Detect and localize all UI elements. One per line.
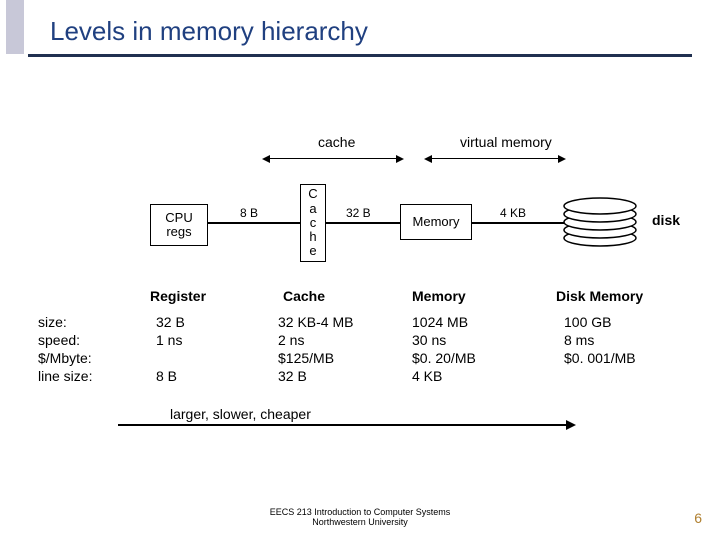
label-virtual-memory: virtual memory xyxy=(460,134,552,150)
footer: EECS 213 Introduction to Computer System… xyxy=(0,508,720,528)
page-title: Levels in memory hierarchy xyxy=(50,16,368,47)
cell-register-line: 8 B xyxy=(156,368,177,384)
cache-letter: h xyxy=(309,230,316,244)
disk-label: disk xyxy=(652,212,680,228)
col-cache: Cache xyxy=(283,288,325,304)
footer-l2: Northwestern University xyxy=(0,518,720,528)
arrow-vm-span xyxy=(430,158,560,159)
edge-cpu-cache xyxy=(208,222,300,224)
disk-icon xyxy=(560,196,640,248)
cell-memory-line: 4 KB xyxy=(412,368,442,384)
cell-cache-line: 32 B xyxy=(278,368,307,384)
edge-cache-mem-label: 32 B xyxy=(346,206,371,220)
edge-mem-disk-label: 4 KB xyxy=(500,206,526,220)
disk-stack xyxy=(560,196,640,248)
cell-memory-speed: 30 ns xyxy=(412,332,446,348)
cell-register-speed: 1 ns xyxy=(156,332,182,348)
edge-mem-disk xyxy=(472,222,564,224)
cache-letter: e xyxy=(309,244,316,258)
larger-slower-cheaper: larger, slower, cheaper xyxy=(170,406,311,422)
box-cpu-regs: CPU regs xyxy=(150,204,208,246)
cell-disk-size: 100 GB xyxy=(564,314,611,330)
col-register: Register xyxy=(150,288,206,304)
title-underline xyxy=(28,54,692,57)
page-number: 6 xyxy=(694,510,702,526)
edge-cpu-cache-label: 8 B xyxy=(240,206,258,220)
box-cpu-label: CPU regs xyxy=(151,211,207,240)
cache-letter: c xyxy=(310,216,317,230)
cache-letter: C xyxy=(308,187,317,201)
cell-memory-cost: $0. 20/MB xyxy=(412,350,476,366)
cell-register-size: 32 B xyxy=(156,314,185,330)
cell-disk-cost: $0. 001/MB xyxy=(564,350,636,366)
row-speed: speed: xyxy=(38,332,80,348)
title-sidebar xyxy=(6,0,24,54)
cell-memory-size: 1024 MB xyxy=(412,314,468,330)
box-memory-label: Memory xyxy=(413,215,460,229)
row-line: line size: xyxy=(38,368,92,384)
arrow-cache-span xyxy=(268,158,398,159)
cell-disk-speed: 8 ms xyxy=(564,332,594,348)
edge-cache-mem xyxy=(326,222,400,224)
cell-cache-size: 32 KB-4 MB xyxy=(278,314,353,330)
col-memory: Memory xyxy=(412,288,466,304)
label-cache: cache xyxy=(318,134,355,150)
col-disk: Disk Memory xyxy=(556,288,643,304)
row-cost: $/Mbyte: xyxy=(38,350,92,366)
cell-cache-cost: $125/MB xyxy=(278,350,334,366)
lsc-arrow xyxy=(118,424,568,426)
cache-letter: a xyxy=(309,202,316,216)
cell-cache-speed: 2 ns xyxy=(278,332,304,348)
row-size: size: xyxy=(38,314,67,330)
box-cache: C a c h e xyxy=(300,184,326,262)
box-memory: Memory xyxy=(400,204,472,240)
